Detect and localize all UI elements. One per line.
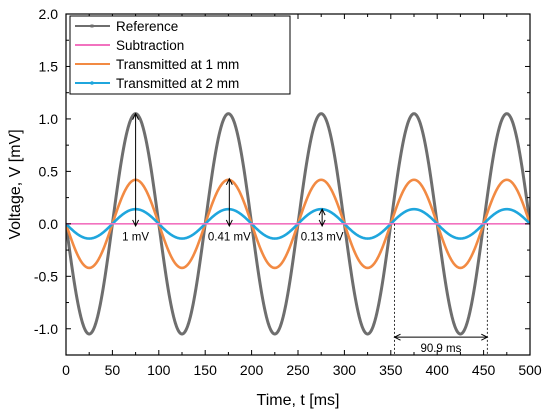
x-tick-label: 300 — [333, 362, 357, 378]
y-tick-label: 1.0 — [39, 111, 59, 127]
arrow-head-top-0 — [132, 112, 140, 120]
legend-box — [69, 15, 291, 95]
legend-label: Transmitted at 1 mm — [116, 57, 239, 72]
y-tick-label: 2.0 — [39, 6, 59, 22]
y-tick-label: 0.0 — [39, 216, 59, 232]
y-tick-label: 1.5 — [39, 58, 59, 74]
legend-marker — [90, 81, 94, 85]
y-tick-label: 0.5 — [39, 163, 59, 179]
axes-layer: 0 50 100 150 200 250 300 350 400 450 500 -1.0 -0.5 0.… — [34, 6, 542, 378]
annotation-layer: 1 mV 0.41 mV 0.13 mV 90.9 ms — [122, 112, 489, 355]
legend-marker — [90, 24, 94, 28]
arrow-head-bottom-2 — [318, 219, 326, 228]
x-axis-title: Time, t [ms] — [257, 392, 340, 409]
x-tick-label: 400 — [426, 362, 450, 378]
x-tick-label: 0 — [62, 362, 70, 378]
legend-label: Reference — [116, 19, 178, 34]
y-tick-label: -1.0 — [34, 321, 58, 337]
arrow-head-top-2 — [318, 208, 326, 216]
x-tick-label: 50 — [105, 362, 121, 378]
amplitude-label-1: 0.41 mV — [208, 231, 251, 243]
period-label: 90.9 ms — [420, 343, 461, 355]
series-layer — [66, 112, 530, 336]
x-tick-label: 500 — [518, 362, 542, 378]
x-tick-label: 200 — [240, 362, 264, 378]
x-tick-label: 350 — [379, 362, 403, 378]
x-tick-label: 150 — [194, 362, 218, 378]
period-arrow-head-left — [393, 333, 401, 341]
legend-label: Transmitted at 2 mm — [116, 76, 239, 91]
amplitude-label-0: 1 mV — [122, 231, 149, 243]
y-tick-label: -0.5 — [34, 268, 58, 284]
legend: Reference Subtraction Transmitted at 1 mm T… — [69, 15, 291, 95]
arrow-head-top-1 — [225, 177, 233, 185]
amplitude-label-2: 0.13 mV — [301, 231, 344, 243]
x-tick-label: 100 — [147, 362, 171, 378]
arrow-head-bottom-1 — [225, 219, 233, 228]
x-tick-label: 250 — [286, 362, 310, 378]
y-axis-title: Voltage, V [mV] — [7, 129, 24, 239]
x-tick-label: 450 — [472, 362, 496, 378]
period-arrow-head-right — [481, 333, 489, 341]
arrow-head-bottom-0 — [132, 219, 140, 228]
legend-label: Subtraction — [116, 38, 184, 53]
